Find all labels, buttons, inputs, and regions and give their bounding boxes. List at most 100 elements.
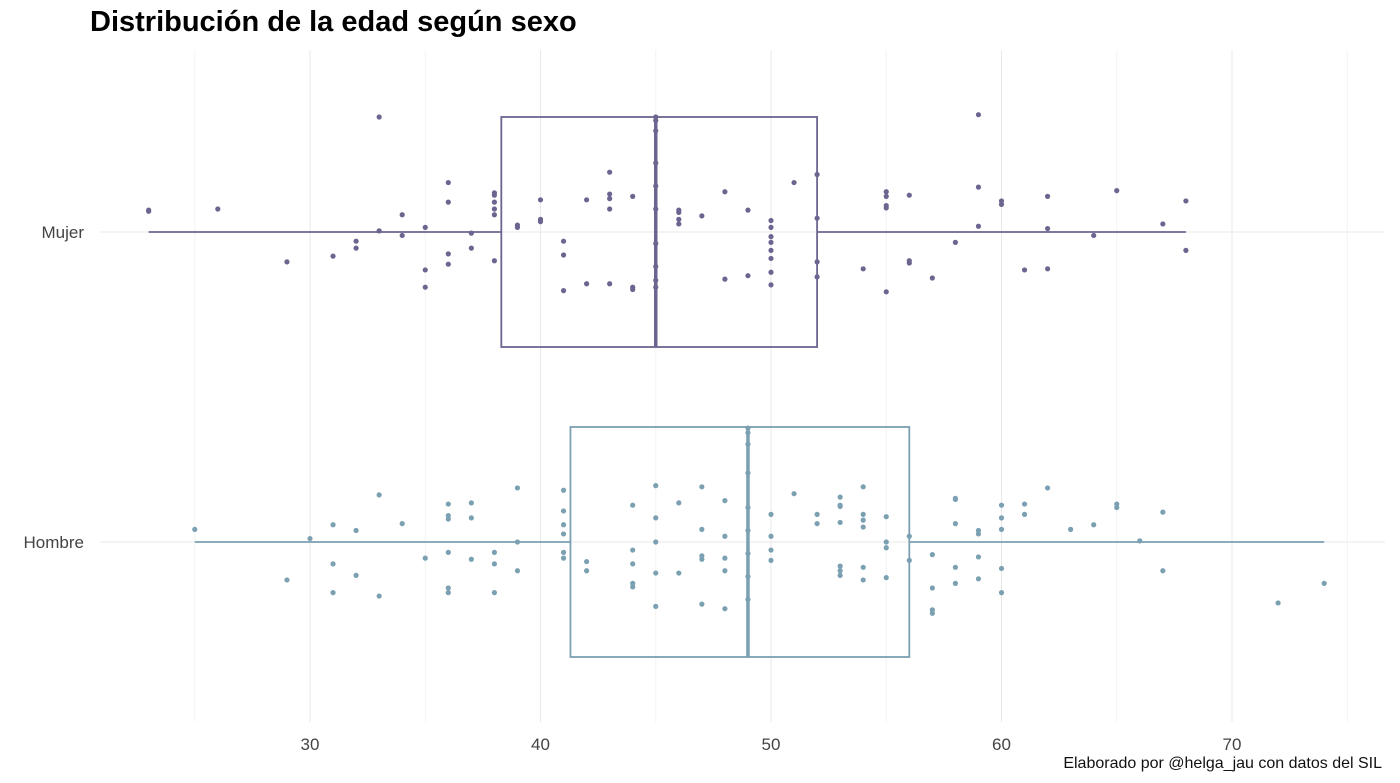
data-point — [906, 557, 912, 564]
data-point — [676, 216, 682, 222]
data-point — [883, 193, 889, 199]
data-point — [330, 561, 336, 567]
data-point — [491, 258, 497, 264]
data-point — [1021, 501, 1028, 507]
data-point — [491, 561, 497, 567]
data-point — [560, 555, 567, 561]
data-point — [998, 590, 1005, 596]
data-point — [560, 522, 567, 528]
data-point — [883, 189, 889, 195]
data-point — [791, 179, 797, 186]
data-point — [330, 253, 336, 259]
data-point — [929, 610, 935, 616]
data-point — [1321, 580, 1327, 587]
data-point — [491, 549, 497, 555]
data-point — [514, 539, 521, 545]
data-point — [445, 501, 451, 507]
data-point — [745, 207, 751, 213]
data-point — [1183, 247, 1189, 253]
data-point — [422, 555, 428, 561]
data-point — [975, 184, 982, 190]
data-point — [584, 568, 590, 574]
data-point — [929, 275, 935, 281]
chart-title: Distribución de la edad según sexo — [90, 6, 577, 38]
data-point — [837, 563, 843, 569]
data-point — [745, 441, 751, 447]
data-point — [653, 603, 659, 610]
data-point — [745, 273, 751, 279]
data-point — [468, 515, 474, 521]
data-point — [814, 274, 820, 280]
data-point — [653, 128, 659, 134]
data-point — [445, 516, 451, 522]
data-point — [1275, 600, 1281, 606]
data-point — [445, 585, 451, 591]
data-point — [399, 212, 405, 218]
data-point — [883, 514, 889, 520]
data-point — [837, 568, 843, 574]
y-tick-label: Mujer — [41, 223, 84, 242]
data-point — [860, 484, 866, 490]
data-point — [699, 556, 705, 562]
data-point — [560, 487, 567, 493]
data-point — [952, 564, 959, 570]
data-point — [653, 284, 659, 290]
data-point — [975, 223, 982, 229]
data-point — [445, 179, 451, 186]
data-point — [1045, 193, 1051, 199]
data-point — [768, 269, 774, 275]
data-point — [353, 245, 359, 251]
data-point — [630, 561, 636, 567]
data-point — [860, 511, 866, 517]
data-point — [376, 114, 382, 120]
data-point — [537, 197, 544, 203]
data-point — [607, 191, 613, 197]
data-point — [653, 240, 659, 247]
data-point — [514, 224, 521, 230]
data-point — [445, 251, 451, 257]
data-point — [791, 491, 797, 497]
gridlines — [100, 50, 1385, 722]
data-point — [399, 521, 405, 527]
data-point — [1021, 511, 1028, 517]
data-point — [1137, 538, 1143, 544]
data-point — [883, 575, 889, 581]
y-tick-label: Hombre — [24, 533, 84, 552]
data-point — [952, 580, 959, 587]
data-point — [607, 196, 613, 202]
data-point — [860, 524, 866, 530]
data-point — [491, 590, 497, 596]
data-point — [330, 522, 336, 528]
data-point — [722, 276, 728, 282]
data-point — [676, 209, 682, 216]
data-point — [745, 550, 751, 557]
data-point — [998, 565, 1005, 572]
data-point — [975, 527, 982, 534]
data-point — [1045, 485, 1051, 491]
data-point — [1183, 198, 1189, 204]
data-point — [906, 260, 912, 266]
data-point — [653, 160, 659, 166]
data-point — [445, 261, 451, 267]
data-point — [491, 199, 497, 205]
data-point — [445, 590, 451, 596]
data-point — [1160, 509, 1166, 515]
data-point — [814, 511, 820, 517]
data-point — [837, 519, 843, 526]
data-point — [699, 526, 705, 532]
data-point — [722, 533, 728, 539]
data-point — [560, 238, 567, 244]
data-point — [745, 430, 751, 436]
data-point — [768, 533, 774, 539]
data-point — [768, 255, 774, 262]
data-point — [630, 584, 636, 590]
data-point — [468, 556, 474, 562]
data-point — [284, 259, 290, 265]
data-point — [584, 281, 590, 287]
box — [500, 116, 819, 348]
data-point — [952, 496, 959, 503]
data-point — [837, 494, 843, 500]
data-point — [560, 549, 567, 555]
data-point — [584, 197, 590, 203]
